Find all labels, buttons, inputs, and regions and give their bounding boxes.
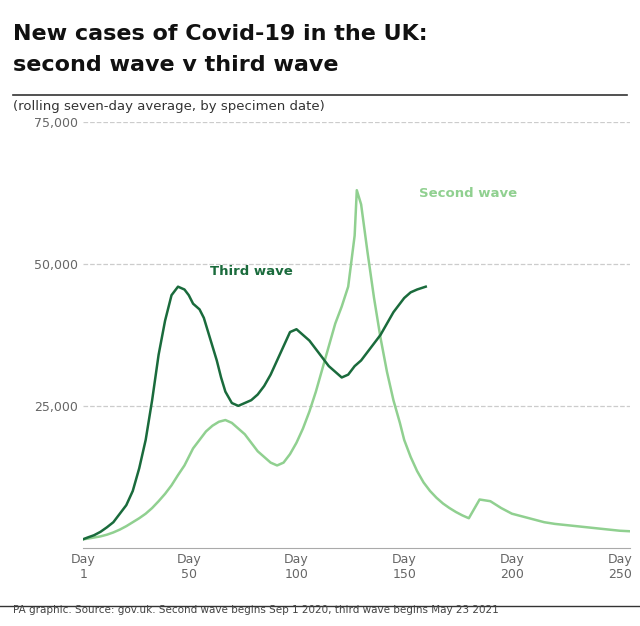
Text: New cases of Covid-19 in the UK:: New cases of Covid-19 in the UK: — [13, 24, 428, 44]
Text: Second wave: Second wave — [419, 187, 517, 200]
Text: PA graphic. Source: gov.uk. Second wave begins Sep 1 2020, third wave begins May: PA graphic. Source: gov.uk. Second wave … — [13, 605, 499, 615]
Text: second wave v third wave: second wave v third wave — [13, 55, 339, 75]
Text: (rolling seven-day average, by specimen date): (rolling seven-day average, by specimen … — [13, 100, 324, 113]
Text: Third wave: Third wave — [211, 265, 293, 278]
